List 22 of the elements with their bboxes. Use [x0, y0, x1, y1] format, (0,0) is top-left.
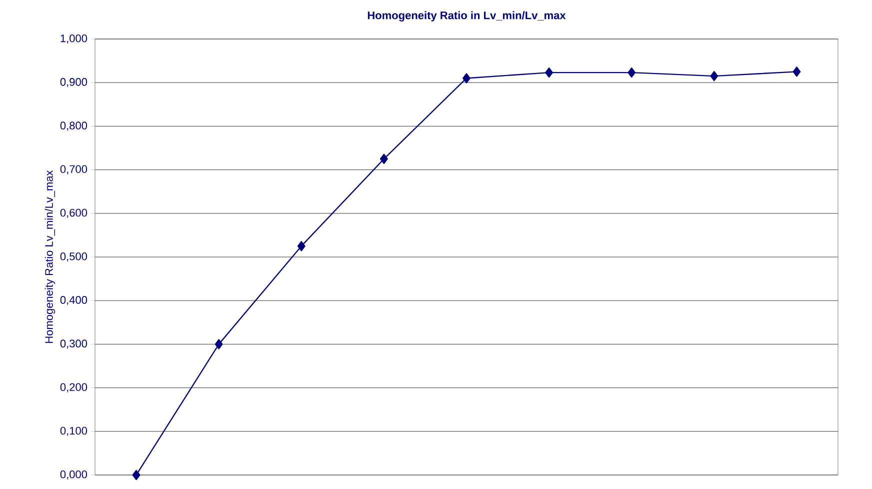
point: [380, 154, 388, 164]
point: [628, 67, 636, 78]
y-tick-label: 0,800: [60, 122, 88, 131]
point: [710, 70, 718, 82]
y-tick-label: 0,000: [60, 470, 88, 480]
y-tick-label: 0,400: [60, 296, 88, 306]
y-axis-title: Homogeneity Ratio Lv_min/Lv_max: [44, 170, 56, 343]
point: [297, 240, 306, 252]
y-tick-label: 0,300: [60, 340, 88, 349]
y-tick-label: 0,200: [60, 383, 88, 392]
chart-title: Homogeneity Ratio in Lv_min/Lv_max: [368, 11, 566, 22]
point: [462, 73, 470, 84]
y-tick-label: 0,500: [60, 252, 88, 262]
y-tick-label: 1,000: [60, 34, 88, 44]
point: [545, 67, 554, 78]
point: [132, 470, 140, 480]
y-tick-label: 0,100: [60, 426, 88, 436]
y-tick-label: 0,600: [60, 208, 88, 218]
y-tick-label: 0,700: [60, 165, 88, 174]
point: [214, 339, 223, 350]
y-tick-label: 0,900: [60, 78, 88, 88]
point: [792, 66, 801, 77]
